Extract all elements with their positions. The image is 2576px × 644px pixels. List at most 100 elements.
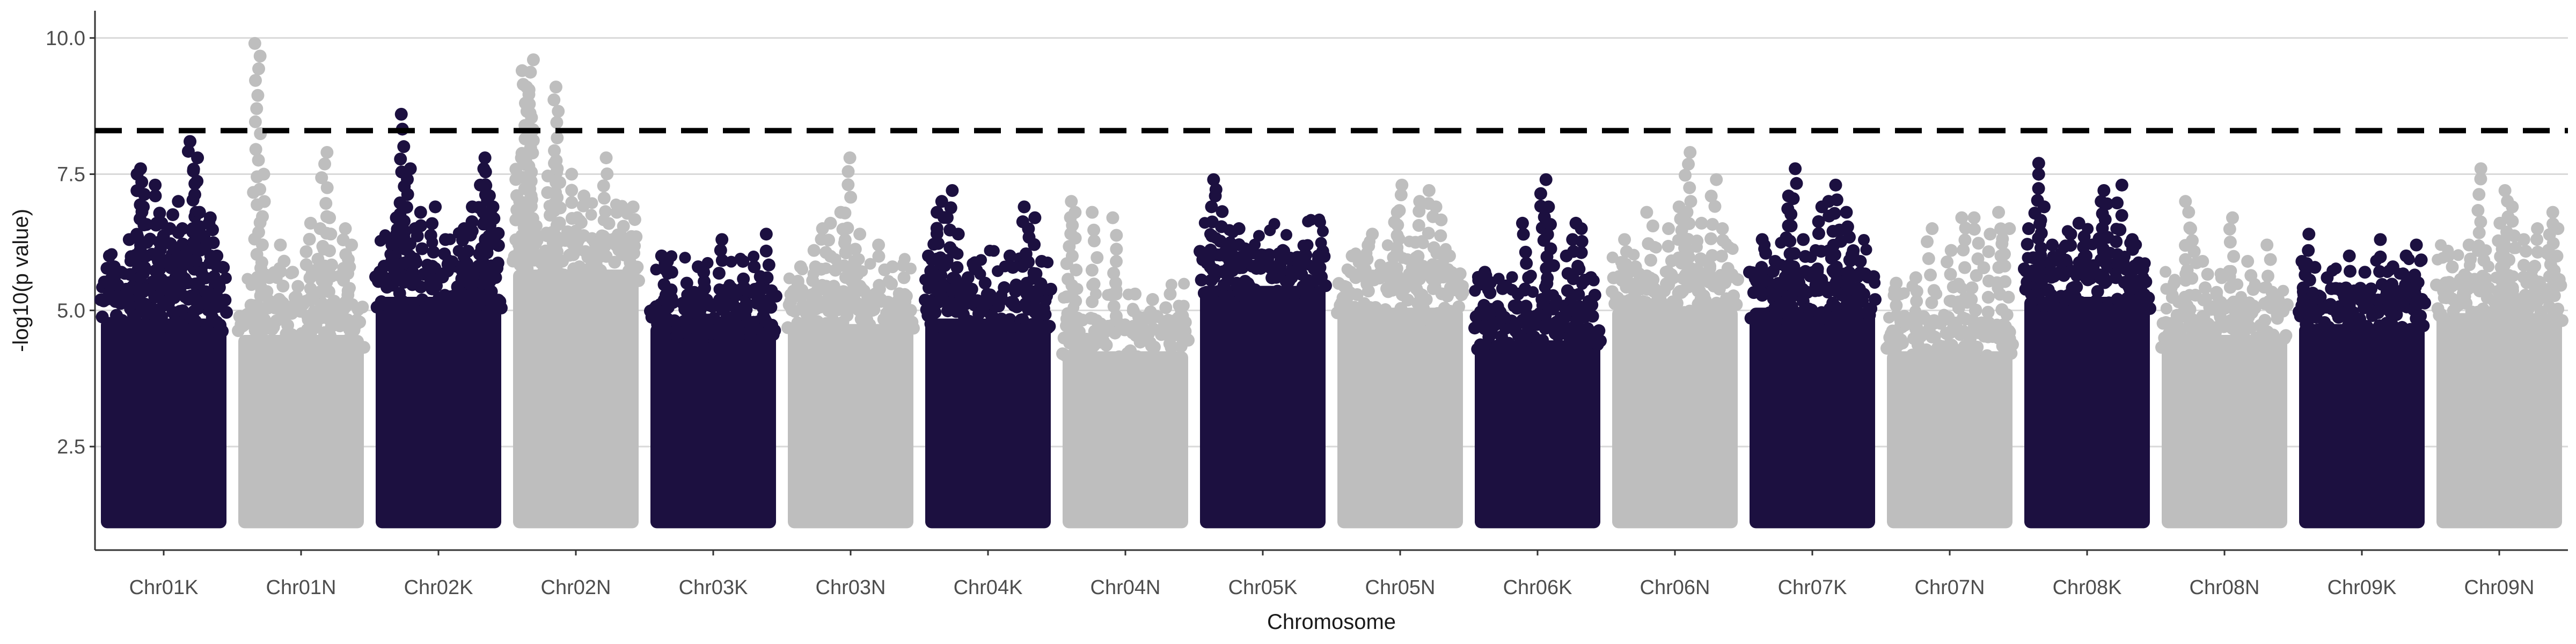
data-point xyxy=(838,233,852,246)
data-point xyxy=(2096,269,2109,283)
data-point xyxy=(1809,285,1821,297)
data-point xyxy=(1670,296,1684,310)
data-point xyxy=(1221,262,1234,276)
data-point xyxy=(414,219,428,232)
data-point xyxy=(249,143,262,156)
data-point xyxy=(620,276,634,289)
data-point xyxy=(1129,287,1142,301)
data-point xyxy=(1721,262,1735,275)
data-point xyxy=(2548,289,2561,302)
chromosome-chr02n xyxy=(507,53,645,529)
data-point xyxy=(1443,249,1456,262)
data-point xyxy=(1575,246,1588,259)
data-point xyxy=(1144,305,1157,319)
data-point xyxy=(1209,189,1222,203)
data-point xyxy=(1069,231,1082,245)
data-point xyxy=(409,255,423,269)
data-point xyxy=(744,331,757,344)
data-point xyxy=(2509,241,2522,254)
point-cloud xyxy=(788,324,913,529)
data-point xyxy=(249,74,262,87)
data-point xyxy=(2550,250,2564,263)
data-point xyxy=(953,295,966,309)
data-point xyxy=(2373,265,2387,279)
data-point xyxy=(400,201,413,214)
data-point xyxy=(2187,245,2201,258)
data-point xyxy=(712,267,726,280)
data-point xyxy=(597,179,610,193)
data-point xyxy=(1362,239,1375,252)
data-point xyxy=(1411,250,1425,263)
data-point xyxy=(2432,253,2444,266)
data-point xyxy=(1315,237,1327,249)
data-point xyxy=(603,233,616,247)
data-point xyxy=(1706,249,1719,262)
data-point xyxy=(1702,275,1716,289)
data-point xyxy=(1110,243,1123,256)
data-point xyxy=(1069,325,1082,338)
data-point xyxy=(1311,287,1324,301)
data-point xyxy=(1981,305,1995,319)
data-point xyxy=(2064,239,2077,252)
data-point xyxy=(1274,255,1287,268)
data-point xyxy=(2375,277,2389,291)
data-point xyxy=(134,162,147,175)
y-tick-label: 5.0 xyxy=(57,299,85,322)
data-point xyxy=(1312,249,1325,262)
data-point xyxy=(1646,219,1659,233)
data-point xyxy=(426,217,439,230)
data-point xyxy=(2451,315,2464,328)
data-point xyxy=(864,258,876,270)
data-point xyxy=(1572,313,1585,326)
data-point xyxy=(1253,230,1265,242)
data-point xyxy=(2072,216,2085,230)
data-point xyxy=(2396,267,2410,281)
data-point xyxy=(2032,182,2045,195)
point-cloud xyxy=(101,318,226,529)
data-point xyxy=(153,243,167,257)
x-tick-label: Chr09K xyxy=(2328,576,2397,599)
data-point xyxy=(220,305,233,319)
data-point xyxy=(1665,254,1678,267)
data-point xyxy=(2201,268,2214,281)
data-point xyxy=(1730,298,1743,311)
data-point xyxy=(183,325,196,338)
data-point xyxy=(2306,287,2319,300)
data-point xyxy=(1942,311,1955,324)
data-point xyxy=(2123,273,2136,287)
data-point xyxy=(2197,293,2211,306)
data-point xyxy=(2000,308,2014,321)
data-point xyxy=(414,280,428,294)
data-point xyxy=(1028,238,1041,251)
data-point xyxy=(984,244,996,257)
data-point xyxy=(826,313,840,327)
data-point xyxy=(155,310,169,324)
data-point xyxy=(1107,300,1121,313)
data-point xyxy=(491,257,504,270)
data-point xyxy=(2077,263,2090,276)
data-point xyxy=(1869,277,1881,289)
data-point xyxy=(2214,296,2228,309)
data-point xyxy=(2098,213,2112,226)
data-point xyxy=(2365,282,2378,296)
data-point xyxy=(1392,232,1406,246)
data-point xyxy=(2474,172,2487,186)
data-point xyxy=(1350,288,1364,301)
data-point xyxy=(2241,254,2255,268)
data-point xyxy=(627,246,641,260)
data-point xyxy=(2185,272,2199,285)
data-point xyxy=(2226,211,2239,224)
data-point xyxy=(1680,206,1694,219)
data-point xyxy=(661,254,674,268)
data-point xyxy=(2126,233,2139,246)
data-point xyxy=(2547,266,2560,279)
data-point xyxy=(843,151,857,165)
data-point xyxy=(2551,222,2565,236)
data-point xyxy=(602,217,616,230)
data-point xyxy=(1209,264,1222,277)
data-point xyxy=(248,36,261,50)
data-point xyxy=(274,265,287,278)
data-point xyxy=(2498,184,2512,197)
data-point xyxy=(341,267,355,280)
